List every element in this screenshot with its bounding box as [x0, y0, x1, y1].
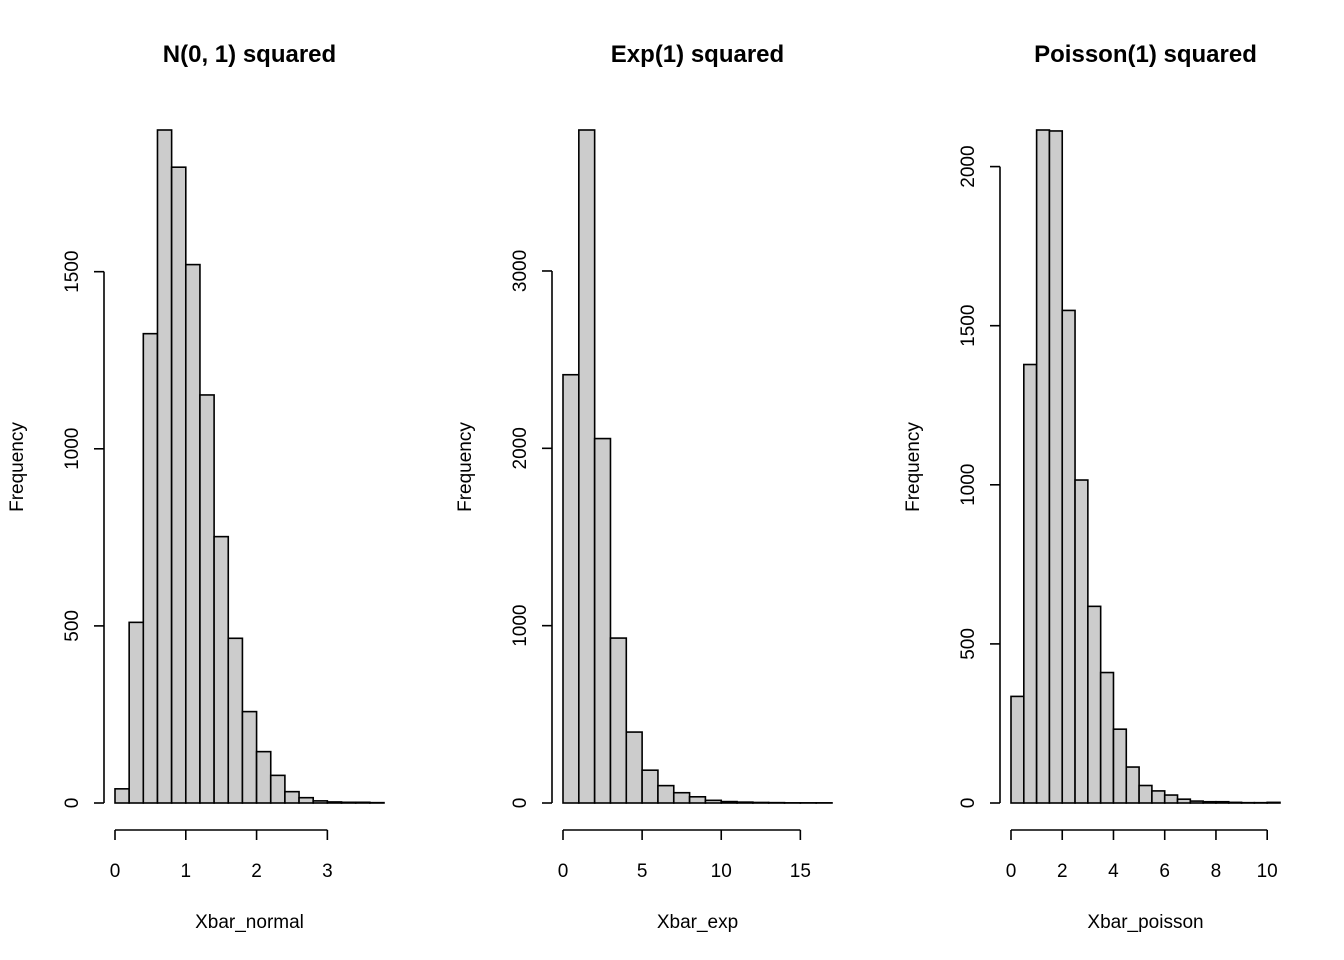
panel-1-bar [326, 801, 343, 804]
panel-1-bar [227, 637, 244, 804]
panel-2-bar [641, 769, 659, 804]
panel-1-bar [354, 801, 371, 804]
panel-1-x-tick-label: 0 [110, 861, 121, 882]
panel-1-bar [269, 774, 286, 804]
panel-1-bar [156, 129, 173, 804]
panel-1-bar [255, 750, 272, 804]
panel-3-x-tick-label: 4 [1108, 861, 1119, 882]
panel-1-bar [128, 621, 145, 804]
panel-1-bar [170, 166, 187, 804]
panel-3-bar [1215, 800, 1230, 804]
panel-3-y-tick-label: 1500 [958, 305, 979, 347]
panel-2-x-tick-label: 0 [558, 861, 569, 882]
panel-1-bar [241, 710, 258, 804]
panel-1-bar [312, 800, 329, 804]
panel-2-y-tick-label: 3000 [510, 250, 531, 292]
panel-3-y-tick-label: 0 [958, 798, 979, 809]
panel-1-x-tick-label: 3 [322, 861, 333, 882]
panel-2-x-tick-label: 10 [711, 861, 732, 882]
panel-3-bar [1125, 766, 1140, 804]
panel-1-y-tick-label: 1500 [62, 251, 83, 293]
panel-3-x-tick-label: 10 [1257, 861, 1278, 882]
panel-1-bar [298, 796, 315, 804]
panel-2-bar [562, 373, 580, 804]
panel-3-bar [1010, 695, 1025, 804]
panel-1-y-axis-label: Frequency [7, 422, 28, 512]
panel-3-x-tick-label: 2 [1057, 861, 1068, 882]
panel-2-bar [578, 129, 596, 804]
panel-3-bar [1061, 309, 1076, 804]
panel-3-bar [1074, 479, 1089, 804]
panel-2-bar [625, 731, 643, 804]
panel-1-bar [340, 801, 357, 804]
panel-3-y-tick-label: 1000 [958, 464, 979, 506]
panel-3-bar [1189, 800, 1204, 804]
panel-2-x-tick-label: 5 [637, 861, 648, 882]
panel-3-bar [1202, 800, 1217, 804]
panel-3-y-axis-label: Frequency [903, 422, 924, 512]
panel-2-bar [688, 795, 707, 804]
panel-3-bar [1227, 801, 1243, 804]
panel-3-bar [1035, 129, 1051, 804]
panel-3-bar [1151, 790, 1166, 804]
panel-3-x-tick-label: 6 [1159, 861, 1170, 882]
panel-1-bar [184, 263, 201, 804]
panel-1-title: N(0, 1) squared [163, 41, 336, 68]
panel-3-y-tick-label: 500 [958, 628, 979, 660]
panel-3-bar [1138, 784, 1153, 804]
panel-1-y-tick-label: 1000 [62, 428, 83, 470]
panel-2-y-tick-label: 2000 [510, 427, 531, 469]
panel-3-bar [1112, 728, 1128, 804]
panel-3-title: Poisson(1) squared [1034, 41, 1257, 68]
panel-2-bar [609, 637, 628, 804]
panel-3-bar [1023, 363, 1038, 804]
panel-3-bar [1099, 671, 1115, 804]
panel-3-x-tick-label: 8 [1211, 861, 1222, 882]
panel-1-y-tick-label: 0 [62, 798, 83, 809]
panel-1-bar [284, 790, 300, 804]
panel-1-bar [199, 394, 215, 804]
panel-2-bar [657, 784, 675, 804]
panel-2-bar [593, 437, 612, 804]
panel-2-bar [704, 799, 723, 804]
panel-1-x-tick-label: 2 [251, 861, 262, 882]
panel-2-x-tick-label: 15 [790, 861, 811, 882]
panel-2-x-axis-label: Xbar_exp [657, 912, 738, 933]
panel-3-y-tick-label: 2000 [958, 145, 979, 187]
panel-1-bar [114, 788, 130, 804]
panel-3-bar [1176, 798, 1192, 804]
panel-1-y-tick-label: 500 [62, 610, 83, 642]
panel-3-bar [1087, 605, 1102, 804]
panel-1-bar [213, 535, 230, 804]
panel-2-bar [720, 800, 738, 804]
panel-1-bar [142, 332, 159, 804]
panel-3-bar [1048, 130, 1064, 804]
panel-1-x-tick-label: 1 [181, 861, 192, 882]
panel-2-title: Exp(1) squared [611, 41, 784, 68]
panel-3-bar [1163, 794, 1179, 804]
panel-2-y-axis-label: Frequency [455, 422, 476, 512]
panel-2-bar [752, 801, 770, 804]
panel-2-bar [672, 791, 691, 804]
panel-3-bar [1266, 801, 1281, 804]
panel-3-x-axis-label: Xbar_poisson [1087, 912, 1203, 933]
panel-2-y-tick-label: 1000 [510, 605, 531, 647]
panel-2-y-tick-label: 0 [510, 798, 531, 809]
panel-2-bar [736, 801, 754, 804]
panel-1-x-axis-label: Xbar_normal [195, 912, 304, 933]
panel-3-x-tick-label: 0 [1006, 861, 1017, 882]
